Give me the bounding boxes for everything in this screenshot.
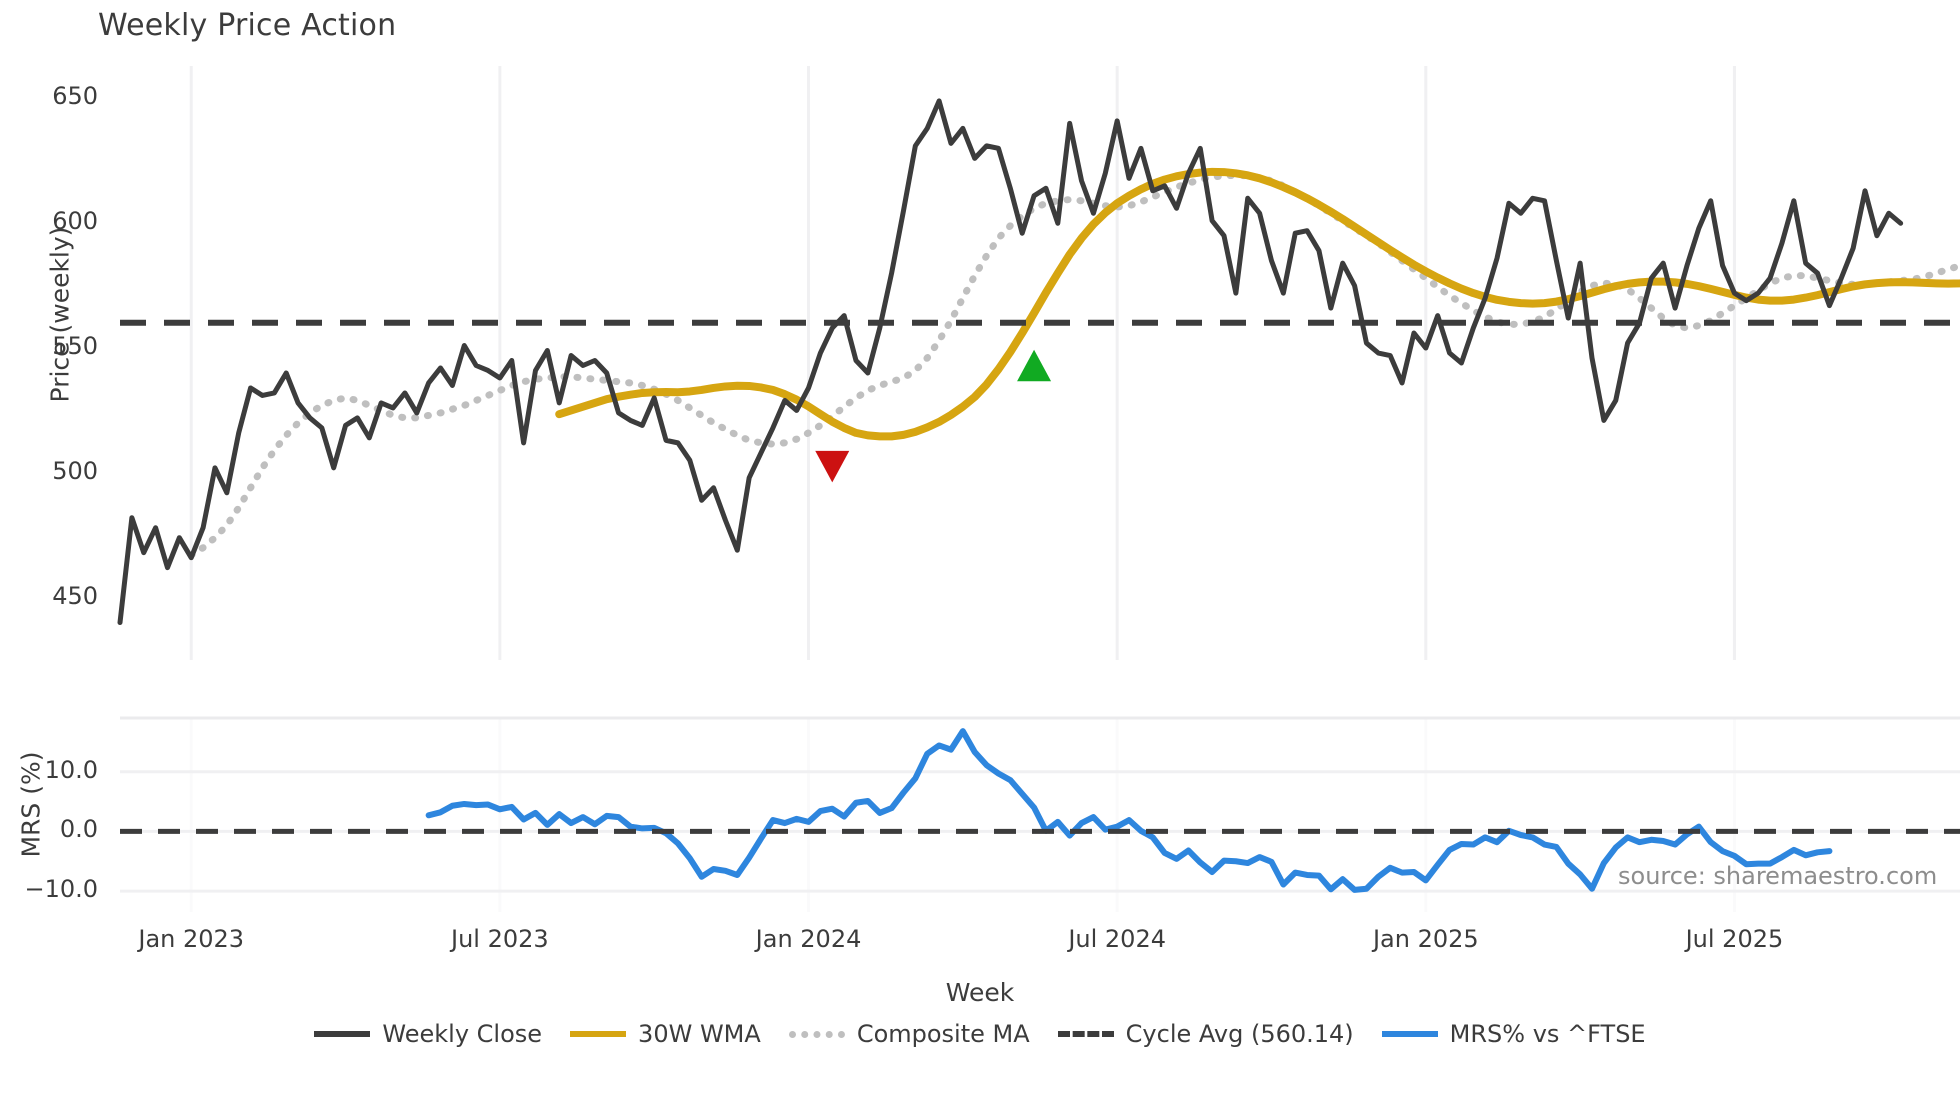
legend-swatch-icon xyxy=(1381,1031,1438,1037)
legend-swatch-icon xyxy=(570,1031,627,1037)
series-line-composite-ma xyxy=(187,171,1960,559)
series-line-30w-wma xyxy=(555,167,1960,441)
legend-label: Cycle Avg (560.14) xyxy=(1125,1020,1354,1048)
price-y-tick-label: 450 xyxy=(52,581,98,610)
legend-label: 30W WMA xyxy=(638,1020,761,1048)
x-tick-label: Jul 2023 xyxy=(451,925,549,953)
x-axis-title: Week xyxy=(945,978,1015,1007)
chart-legend: Weekly Close 30W WMA Composite MA Cycle Avg… xyxy=(0,1020,1960,1048)
x-tick-label: Jan 2025 xyxy=(1372,925,1479,953)
price-y-tick-label: 650 xyxy=(52,82,98,111)
buy-marker xyxy=(1017,349,1052,382)
legend-label: Weekly Close xyxy=(382,1020,543,1048)
legend-item-30w-wma[interactable]: 30W WMA xyxy=(570,1020,761,1048)
legend-item-cycle-avg-560-14[interactable]: Cycle Avg (560.14) xyxy=(1057,1020,1354,1048)
x-tick-label: Jul 2024 xyxy=(1068,925,1166,953)
legend-swatch-icon xyxy=(788,1030,845,1038)
legend-item-mrs-vs-ftse[interactable]: MRS% vs ^FTSE xyxy=(1381,1020,1646,1048)
mrs-y-tick-label: −10.0 xyxy=(24,875,98,904)
x-tick-label: Jan 2023 xyxy=(138,925,245,953)
price-y-tick-label: 550 xyxy=(52,332,98,361)
sell-marker xyxy=(815,450,850,483)
mrs-y-tick-label: 0.0 xyxy=(59,815,98,844)
source-watermark: source: sharemaestro.com xyxy=(1618,862,1938,890)
legend-swatch-icon xyxy=(314,1031,371,1037)
legend-label: Composite MA xyxy=(856,1020,1030,1048)
legend-label: MRS% vs ^FTSE xyxy=(1449,1020,1646,1048)
price-y-tick-label: 500 xyxy=(52,456,98,485)
legend-item-weekly-close[interactable]: Weekly Close xyxy=(314,1020,542,1048)
legend-swatch-icon xyxy=(1057,1031,1114,1037)
x-tick-label: Jan 2024 xyxy=(755,925,862,953)
series-line-weekly-close xyxy=(117,98,1904,626)
mrs-y-tick-label: 10.0 xyxy=(44,755,98,784)
page-title: Weekly Price Action xyxy=(98,8,397,43)
x-tick-label: Jul 2025 xyxy=(1685,925,1784,953)
price-y-tick-label: 600 xyxy=(52,207,98,236)
legend-item-composite-ma[interactable]: Composite MA xyxy=(788,1020,1030,1048)
